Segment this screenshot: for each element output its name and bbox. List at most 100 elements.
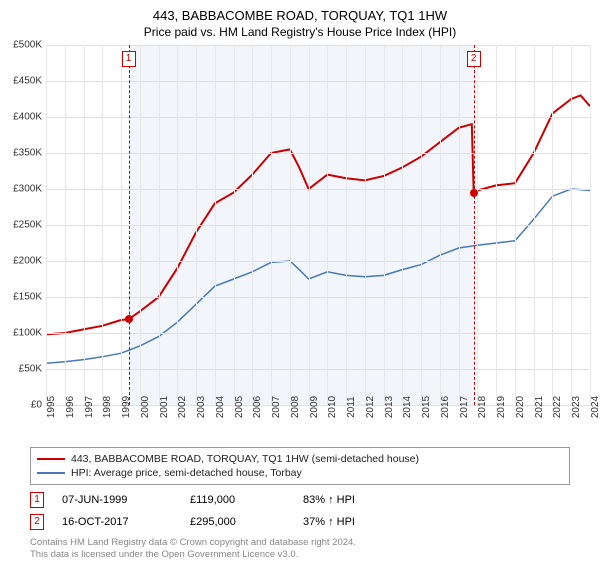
legend-item: HPI: Average price, semi-detached house,…	[37, 466, 563, 480]
vgrid-line	[534, 45, 535, 405]
attribution: Contains HM Land Registry data © Crown c…	[30, 537, 570, 562]
vgrid-line	[421, 45, 422, 405]
x-tick-label: 2002	[177, 396, 188, 418]
sales-marker-box: 2	[30, 514, 44, 530]
vgrid-line	[459, 45, 460, 405]
vgrid-line	[346, 45, 347, 405]
x-tick-label: 2018	[477, 396, 488, 418]
x-tick-label: 2024	[590, 396, 600, 418]
x-tick-label: 2012	[365, 396, 376, 418]
y-tick-label: £400K	[0, 112, 42, 123]
y-tick-label: £350K	[0, 148, 42, 159]
vgrid-line	[290, 45, 291, 405]
x-tick-label: 2020	[515, 396, 526, 418]
y-tick-label: £500K	[0, 40, 42, 51]
sales-date: 16-OCT-2017	[62, 516, 172, 528]
y-axis: £0£50K£100K£150K£200K£250K£300K£350K£400…	[0, 45, 44, 405]
vgrid-line	[402, 45, 403, 405]
x-tick-label: 1997	[84, 396, 95, 418]
marker-dashline	[129, 45, 130, 405]
vgrid-line	[46, 45, 47, 405]
x-tick-label: 2008	[290, 396, 301, 418]
y-tick-label: £0	[0, 400, 42, 411]
vgrid-line	[215, 45, 216, 405]
x-tick-label: 2019	[496, 396, 507, 418]
x-tick-label: 2014	[402, 396, 413, 418]
marker-dot	[470, 189, 478, 197]
sales-pct: 37% ↑ HPI	[303, 516, 383, 528]
vgrid-line	[234, 45, 235, 405]
legend-label: 443, BABBACOMBE ROAD, TORQUAY, TQ1 1HW (…	[71, 453, 419, 465]
chart-subtitle: Price paid vs. HM Land Registry's House …	[0, 23, 600, 45]
marker-dashline	[474, 45, 475, 405]
legend-item: 443, BABBACOMBE ROAD, TORQUAY, TQ1 1HW (…	[37, 452, 563, 466]
x-tick-label: 2016	[440, 396, 451, 418]
x-axis: 1995199619971998199920002001200220032004…	[46, 405, 590, 441]
legend-swatch	[37, 458, 65, 460]
sales-pct: 83% ↑ HPI	[303, 494, 383, 506]
sales-price: £119,000	[190, 494, 285, 506]
legend-box: 443, BABBACOMBE ROAD, TORQUAY, TQ1 1HW (…	[30, 447, 570, 485]
vgrid-line	[384, 45, 385, 405]
sales-row: 2 16-OCT-2017 £295,000 37% ↑ HPI	[30, 511, 570, 533]
legend-swatch	[37, 472, 65, 474]
marker-box: 1	[122, 51, 136, 67]
vgrid-line	[590, 45, 591, 405]
marker-box: 2	[467, 51, 481, 67]
x-tick-label: 2015	[421, 396, 432, 418]
y-tick-label: £300K	[0, 184, 42, 195]
y-tick-label: £200K	[0, 256, 42, 267]
vgrid-line	[177, 45, 178, 405]
vgrid-line	[477, 45, 478, 405]
x-tick-label: 2006	[252, 396, 263, 418]
x-tick-label: 2004	[215, 396, 226, 418]
x-tick-label: 2021	[534, 396, 545, 418]
legend-label: HPI: Average price, semi-detached house,…	[71, 467, 302, 479]
y-tick-label: £50K	[0, 364, 42, 375]
vgrid-line	[252, 45, 253, 405]
sales-table: 1 07-JUN-1999 £119,000 83% ↑ HPI 2 16-OCT-201…	[30, 489, 570, 533]
sales-price: £295,000	[190, 516, 285, 528]
vgrid-line	[196, 45, 197, 405]
x-tick-label: 2000	[140, 396, 151, 418]
y-tick-label: £450K	[0, 76, 42, 87]
vgrid-line	[327, 45, 328, 405]
attribution-line1: Contains HM Land Registry data © Crown c…	[30, 537, 570, 549]
vgrid-line	[309, 45, 310, 405]
x-tick-label: 1998	[102, 396, 113, 418]
chart-title: 443, BABBACOMBE ROAD, TORQUAY, TQ1 1HW	[0, 0, 600, 23]
vgrid-line	[271, 45, 272, 405]
x-tick-label: 2022	[552, 396, 563, 418]
x-tick-label: 2007	[271, 396, 282, 418]
x-tick-label: 2001	[159, 396, 170, 418]
chart-area: £0£50K£100K£150K£200K£250K£300K£350K£400…	[46, 45, 590, 405]
x-tick-label: 2009	[309, 396, 320, 418]
x-tick-label: 2003	[196, 396, 207, 418]
x-tick-label: 2013	[384, 396, 395, 418]
vgrid-line	[102, 45, 103, 405]
x-tick-label: 2010	[327, 396, 338, 418]
sales-marker-box: 1	[30, 492, 44, 508]
vgrid-line	[440, 45, 441, 405]
sales-row: 1 07-JUN-1999 £119,000 83% ↑ HPI	[30, 489, 570, 511]
x-tick-label: 1995	[46, 396, 57, 418]
vgrid-line	[159, 45, 160, 405]
vgrid-line	[496, 45, 497, 405]
vgrid-line	[84, 45, 85, 405]
x-tick-label: 2023	[571, 396, 582, 418]
vgrid-line	[552, 45, 553, 405]
x-tick-label: 2017	[459, 396, 470, 418]
vgrid-line	[571, 45, 572, 405]
vgrid-line	[140, 45, 141, 405]
x-tick-label: 1999	[121, 396, 132, 418]
y-tick-label: £150K	[0, 292, 42, 303]
y-tick-label: £250K	[0, 220, 42, 231]
vgrid-line	[121, 45, 122, 405]
sales-date: 07-JUN-1999	[62, 494, 172, 506]
marker-dot	[125, 315, 133, 323]
x-tick-label: 1996	[65, 396, 76, 418]
x-tick-label: 2011	[346, 396, 357, 418]
x-tick-label: 2005	[234, 396, 245, 418]
vgrid-line	[65, 45, 66, 405]
vgrid-line	[515, 45, 516, 405]
